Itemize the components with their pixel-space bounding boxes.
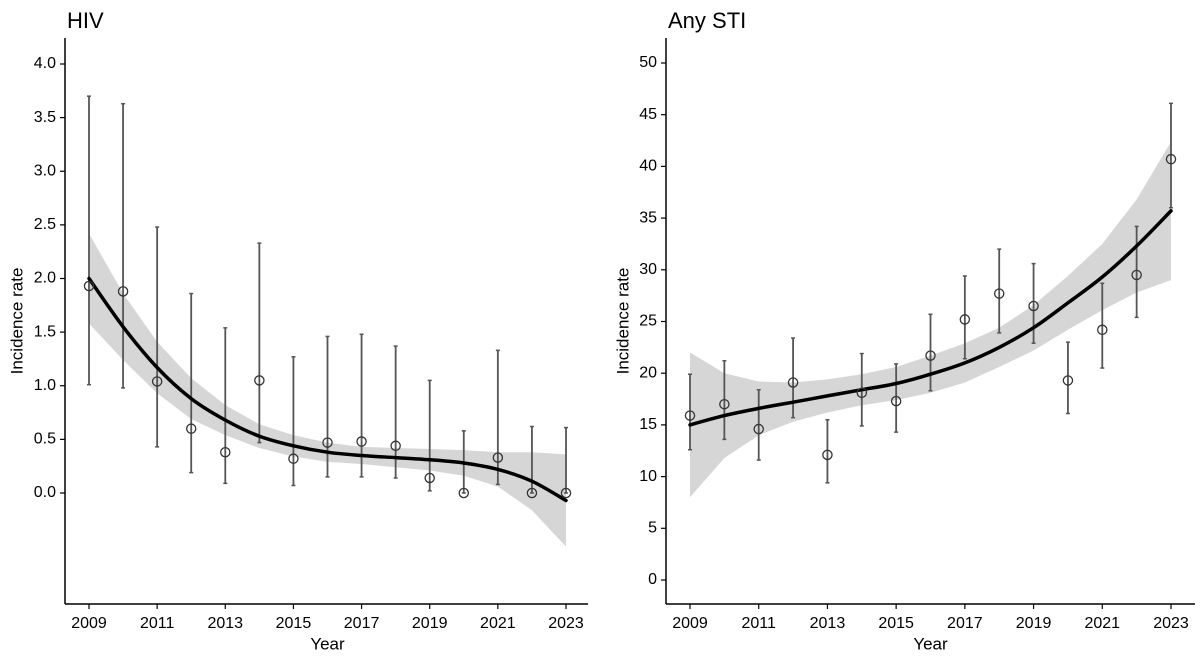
x-tick-label: 2023 (1153, 615, 1189, 632)
data-point (1028, 300, 1039, 312)
y-axis-title: Incidence rate (613, 268, 632, 375)
y-tick-label: 1.5 (34, 323, 56, 340)
data-point (1097, 324, 1108, 336)
x-tick-label: 2019 (1016, 615, 1052, 632)
x-tick-label: 2021 (1084, 615, 1120, 632)
data-point (1131, 269, 1142, 281)
error-bar (121, 102, 126, 389)
data-point (822, 449, 833, 461)
y-tick-label: 1.0 (34, 377, 56, 394)
y-tick-label: 50 (639, 54, 657, 71)
fit-line (688, 209, 1173, 427)
x-tick-label: 2017 (344, 615, 380, 632)
error-bar (291, 356, 296, 487)
x-tick-label: 2013 (207, 615, 243, 632)
x-tick-label: 2017 (947, 615, 983, 632)
panel-title: HIV (67, 8, 104, 33)
error-bar (894, 363, 899, 433)
y-tick-label: 5 (648, 520, 657, 537)
data-point (787, 377, 799, 388)
error-bar (1031, 262, 1036, 344)
error-bar (1169, 102, 1173, 209)
data-point (925, 350, 936, 361)
error-bar (564, 426, 568, 494)
fit-line (87, 276, 568, 503)
y-tick-label: 2.5 (34, 216, 56, 233)
x-tick-label: 2011 (742, 615, 777, 632)
data-point (959, 314, 971, 325)
confidence-band (690, 141, 1171, 498)
panel-title: Any STI (668, 8, 746, 33)
data-point (1165, 153, 1177, 165)
x-tick-label: 2019 (412, 615, 448, 632)
x-tick-label: 2009 (672, 615, 708, 632)
data-point (220, 446, 231, 458)
data-point (890, 395, 902, 407)
data-point (390, 440, 401, 452)
error-bar (257, 242, 262, 444)
data-point (424, 472, 435, 484)
data-point (856, 387, 868, 399)
error-bar (359, 333, 364, 478)
y-tick-label: 45 (639, 106, 657, 123)
data-point (560, 487, 572, 499)
data-point (458, 487, 470, 499)
error-bar (1065, 341, 1070, 415)
x-axis-title: Year (913, 634, 948, 653)
y-tick-label: 3.0 (34, 162, 56, 179)
error-bar (155, 226, 160, 448)
data-point (356, 436, 367, 447)
data-point (526, 487, 538, 499)
y-tick-label: 2.0 (34, 270, 56, 287)
y-tick-label: 15 (639, 416, 657, 433)
y-tick-label: 3.5 (34, 109, 56, 126)
x-tick-label: 2023 (548, 615, 584, 632)
hiv-panel: HIV 0.0 0.5 1.0 1.5 2.0 2.5 3.0 3.5 4.0 2009 2011 20… (7, 8, 588, 653)
y-tick-label: 0 (648, 571, 657, 588)
y-tick-label: 30 (639, 261, 657, 278)
data-point (322, 437, 333, 448)
y-tick-label: 20 (639, 364, 657, 381)
error-bar (87, 95, 91, 386)
any-sti-panel: Any STI 0 5 10 15 20 25 30 35 40 45 50 2009 2011 2013 2… (613, 8, 1195, 653)
data-point (117, 286, 129, 297)
data-point (993, 288, 1005, 299)
data-point (83, 280, 95, 292)
error-bar (997, 248, 1002, 334)
y-tick-label: 0.0 (34, 484, 56, 501)
error-bar (189, 292, 194, 474)
y-tick-label: 35 (639, 209, 657, 226)
x-tick-label: 2021 (480, 615, 516, 632)
data-point (492, 452, 504, 463)
error-bar (1134, 225, 1139, 319)
y-tick-label: 0.5 (34, 431, 56, 448)
error-bar (825, 418, 830, 484)
confidence-band (89, 233, 566, 547)
y-axis-title: Incidence rate (7, 268, 26, 375)
x-axis-title: Year (310, 634, 345, 653)
data-point (684, 410, 696, 421)
error-bar (688, 373, 692, 451)
y-tick-label: 40 (639, 158, 657, 175)
x-tick-label: 2015 (878, 615, 914, 632)
error-bar (962, 275, 967, 360)
data-point (151, 376, 163, 387)
error-bar (427, 379, 432, 492)
y-tick-label: 25 (639, 313, 657, 330)
error-bar (928, 313, 933, 392)
x-tick-label: 2009 (71, 615, 107, 632)
y-tick-label: 4.0 (34, 55, 56, 72)
data-point (254, 375, 265, 386)
data-point (185, 423, 197, 434)
data-point (1062, 375, 1074, 386)
y-tick-label: 10 (639, 468, 657, 485)
x-tick-label: 2013 (810, 615, 846, 632)
data-point (753, 423, 764, 435)
data-point (719, 398, 730, 410)
data-point (288, 453, 299, 464)
x-tick-label: 2011 (140, 615, 175, 632)
x-tick-label: 2015 (276, 615, 312, 632)
